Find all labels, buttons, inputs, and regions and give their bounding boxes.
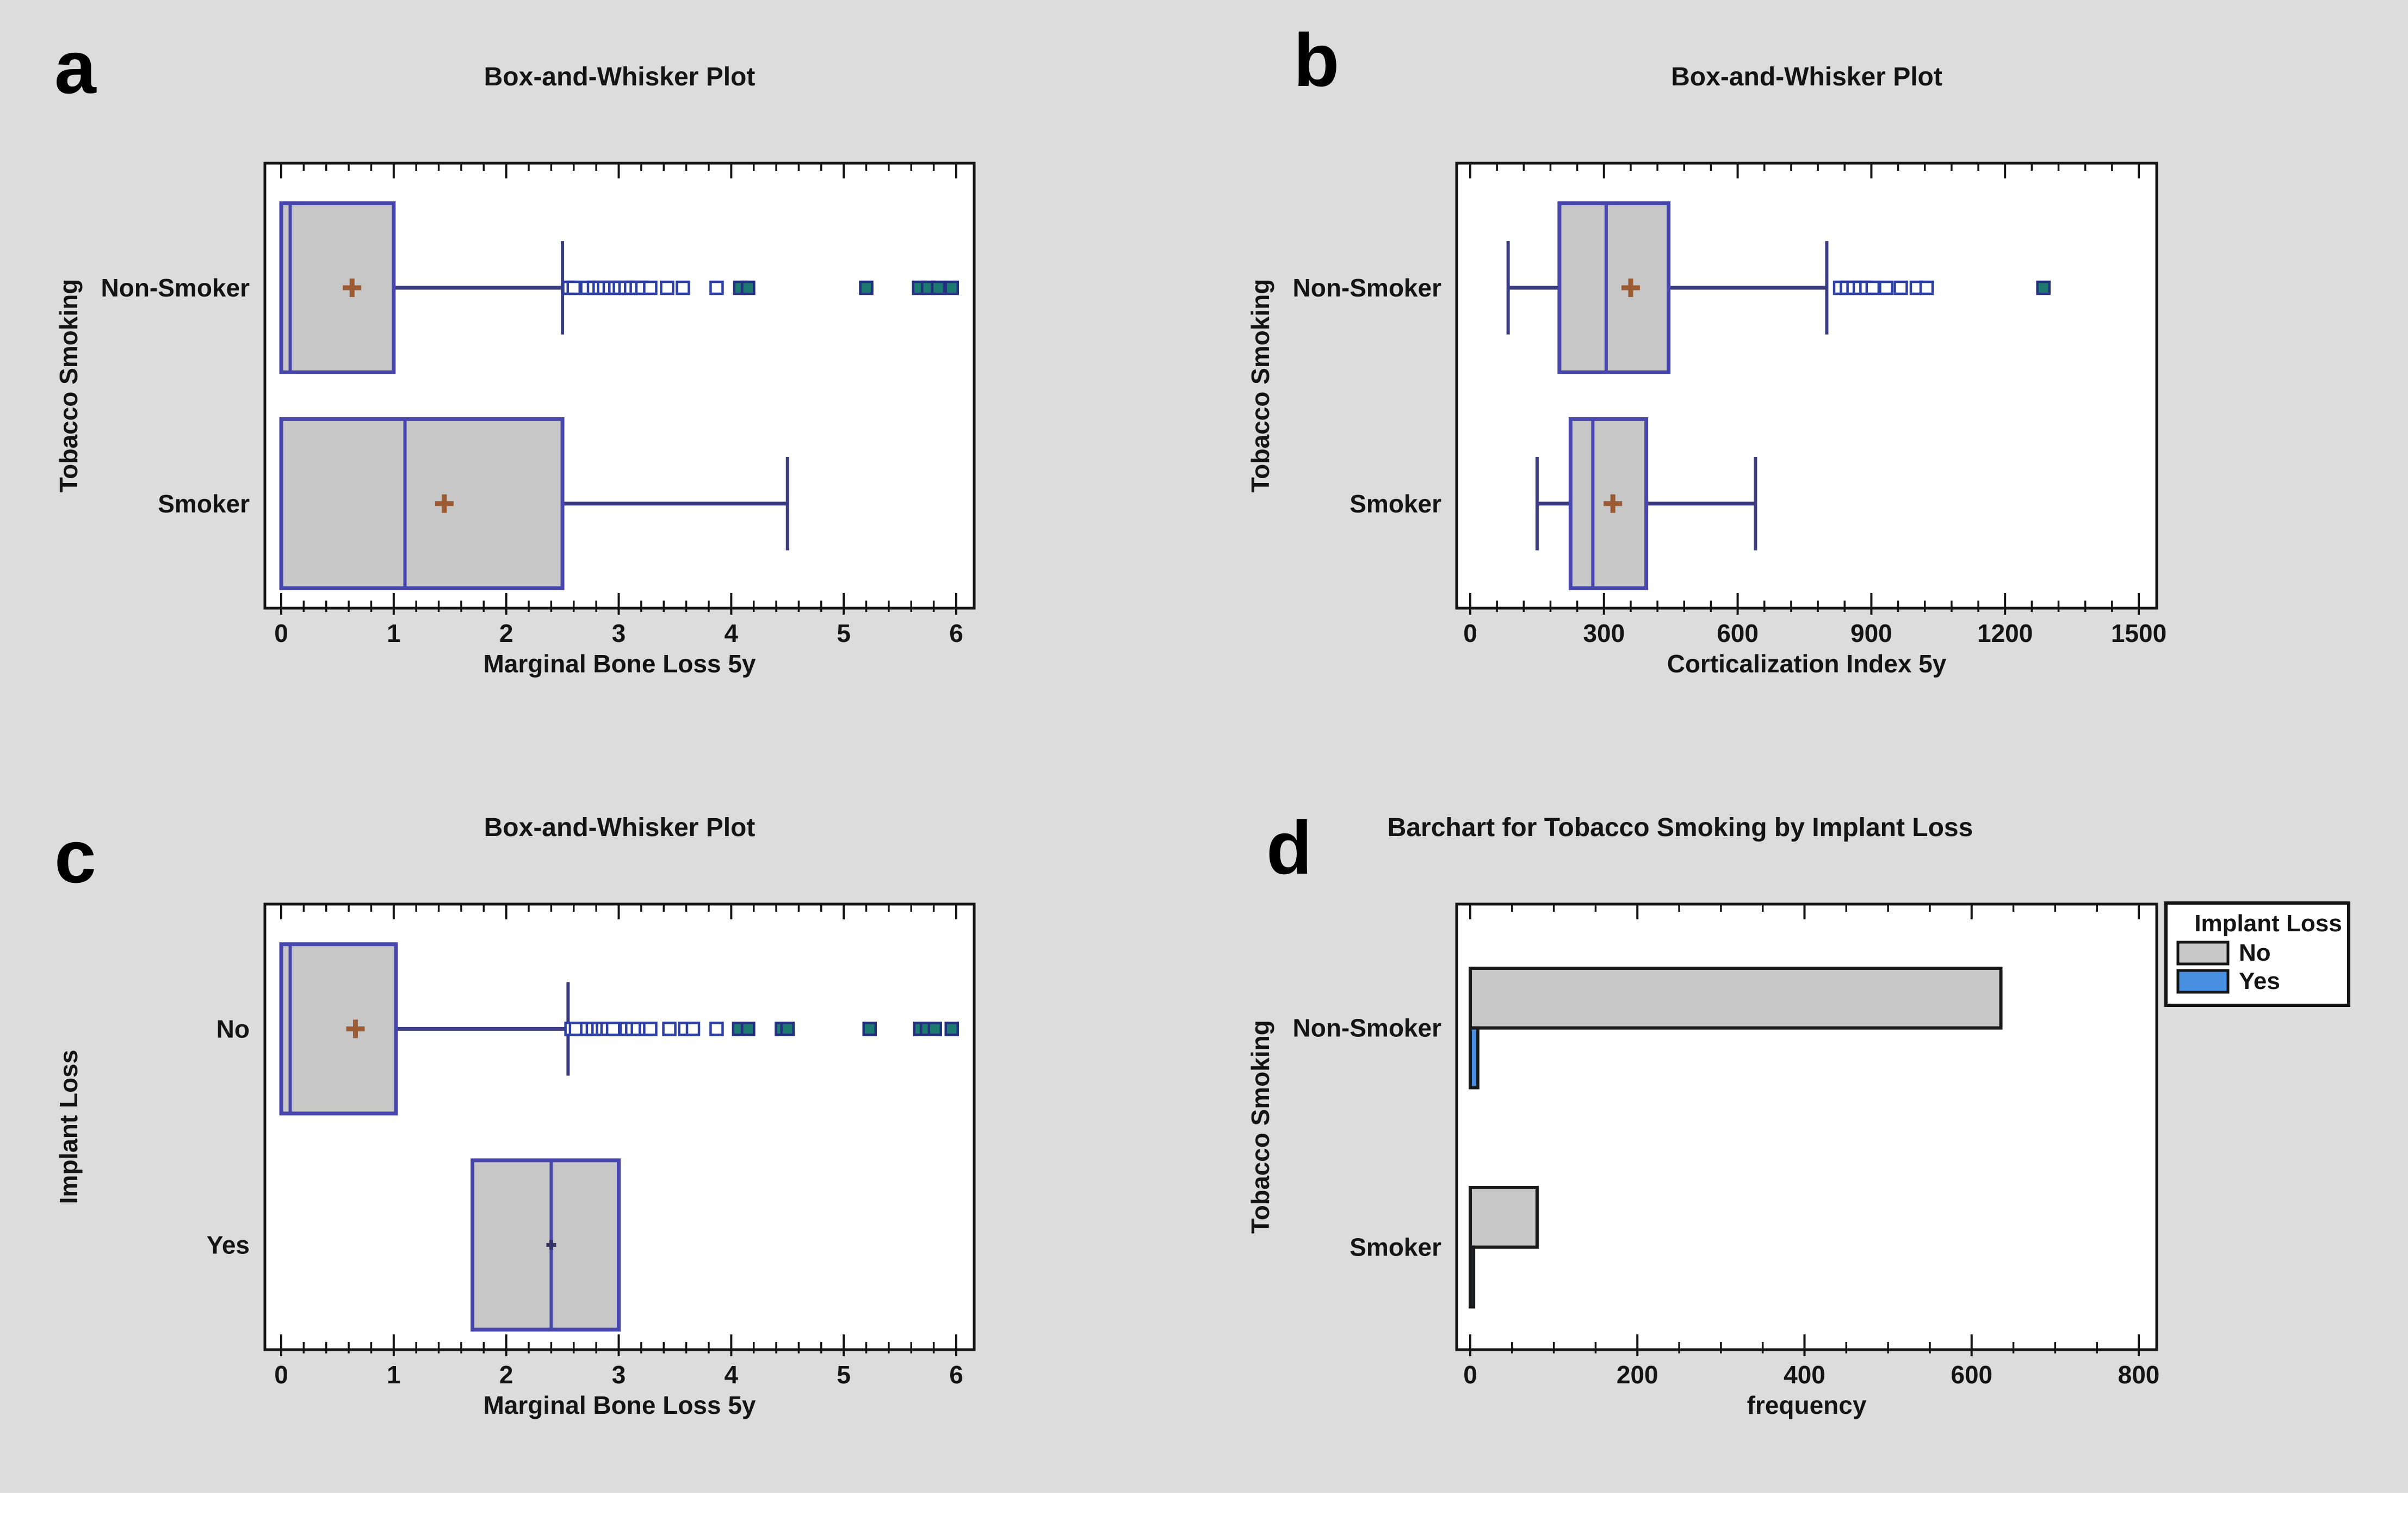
x-tick-label: 2	[499, 1361, 513, 1389]
outlier-point	[660, 280, 674, 295]
box	[279, 942, 398, 1116]
far-outlier-point	[780, 1022, 795, 1036]
panel-title-c: Box-and-Whisker Plot	[484, 813, 756, 842]
boxplot-corticalization-index-by-smoking: 0 300 600 900 1200 1500 Corticalization Index …	[1246, 162, 2166, 678]
panel-title-a: Box-and-Whisker Plot	[484, 63, 756, 91]
y-axis-title: Tobacco Smoking	[1246, 1020, 1274, 1234]
x-tick-label: 300	[1583, 619, 1625, 647]
x-tick-label: 5	[837, 1361, 851, 1389]
far-outlier-point	[944, 280, 959, 295]
far-outlier-point	[859, 280, 874, 295]
y-category-label: Yes	[207, 1231, 250, 1259]
x-tick-label: 1	[387, 1361, 401, 1389]
y-category-label: Smoker	[158, 490, 250, 518]
outlier-point	[709, 1022, 724, 1036]
panel-letter-a: a	[54, 26, 96, 109]
outlier-point	[1919, 280, 1934, 295]
x-tick-label: 0	[1463, 619, 1477, 647]
x-axis-title: Marginal Bone Loss 5y	[483, 1391, 756, 1419]
legend-label: No	[2239, 939, 2271, 966]
bar-no	[1469, 1185, 1539, 1249]
boxplot-marginal-bone-loss-by-smoking: 0 1 2 3 4 5 6 Marginal Bone Loss 5y Tobacco Smok…	[54, 162, 976, 678]
bar-yes	[1469, 1026, 1480, 1090]
x-tick-label: 1500	[2111, 619, 2166, 647]
bar-yes	[1469, 1245, 1476, 1309]
x-axis-title: Marginal Bone Loss 5y	[483, 650, 756, 678]
x-tick-label: 5	[837, 619, 851, 647]
x-tick-label: 600	[1717, 619, 1759, 647]
far-outlier-point	[862, 1022, 877, 1036]
outlier-point	[605, 1022, 621, 1036]
far-outlier-point	[944, 1022, 959, 1036]
legend-swatch-yes	[2176, 969, 2230, 994]
boxplot-marginal-bone-loss-by-implant-loss: 0 1 2 3 4 5 6 Marginal Bone Loss 5y Implant Loss…	[54, 902, 976, 1419]
x-tick-label: 6	[949, 619, 963, 647]
panel-b: b Box-and-Whisker Plot 0 300 600 900 1200 150…	[1204, 0, 2408, 760]
far-outlier-point	[741, 280, 756, 295]
outlier-point	[566, 280, 581, 295]
legend-label: Yes	[2239, 968, 2280, 994]
outlier-point	[1893, 280, 1908, 295]
x-tick-label: 0	[274, 619, 288, 647]
x-axis-title: Corticalization Index 5y	[1667, 650, 1947, 678]
y-category-label: Smoker	[1350, 490, 1441, 518]
y-category-label: Non-Smoker	[1293, 1014, 1442, 1042]
outlier-point	[685, 1022, 701, 1036]
x-tick-label: 6	[949, 1361, 963, 1389]
panel-d: d Barchart for Tobacco Smoking by Implan…	[1204, 760, 2408, 1521]
bar-no	[1469, 966, 2003, 1030]
x-tick-label: 900	[1850, 619, 1892, 647]
x-tick-label: 1	[387, 619, 401, 647]
panel-title-d: Barchart for Tobacco Smoking by Implant …	[1387, 813, 1973, 842]
outlier-point	[709, 280, 724, 295]
outlier-point	[643, 280, 658, 295]
y-axis-title: Tobacco Smoking	[1246, 279, 1274, 493]
x-tick-label: 200	[1617, 1361, 1658, 1389]
x-tick-label: 3	[612, 1361, 626, 1389]
x-tick-label: 4	[725, 1361, 739, 1389]
box	[471, 1158, 621, 1332]
panel-letter-d: d	[1266, 806, 1313, 890]
x-tick-label: 2	[499, 619, 513, 647]
panel-a: a Box-and-Whisker Plot 0 1 2 3 4 5 6 Marginal B…	[0, 0, 1204, 760]
outlier-point	[662, 1022, 677, 1036]
y-category-label: Non-Smoker	[1293, 274, 1442, 302]
x-tick-label: 600	[1951, 1361, 1992, 1389]
outlier-point	[1865, 280, 1880, 295]
y-axis-title: Tobacco Smoking	[54, 279, 83, 493]
far-outlier-point	[2036, 280, 2051, 295]
box	[279, 201, 396, 374]
x-tick-label: 0	[274, 1361, 288, 1389]
legend-title: Implant Loss	[2194, 910, 2342, 937]
barchart-smoking-by-implant-loss: 0 200 400 600 800 frequency Tobacco Smoking Non…	[1246, 901, 2350, 1419]
x-tick-label: 1200	[1977, 619, 2033, 647]
x-axis-title: frequency	[1747, 1391, 1867, 1419]
box	[1557, 201, 1671, 374]
panel-letter-b: b	[1293, 18, 1340, 102]
x-tick-label: 0	[1463, 1361, 1477, 1389]
x-tick-label: 800	[2118, 1361, 2160, 1389]
far-outlier-point	[931, 280, 946, 295]
panel-c: c Box-and-Whisker Plot 0 1 2 3 4 5 6 Marginal B…	[0, 760, 1204, 1521]
y-category-label: Smoker	[1350, 1233, 1441, 1262]
far-outlier-point	[927, 1022, 942, 1036]
y-category-label: No	[216, 1015, 250, 1043]
x-tick-label: 4	[725, 619, 739, 647]
far-outlier-point	[741, 1022, 756, 1036]
y-category-label: Non-Smoker	[101, 274, 250, 302]
outlier-point	[643, 1022, 658, 1036]
panel-letter-c: c	[54, 815, 96, 899]
legend-swatch-no	[2176, 941, 2230, 966]
outlier-point	[1879, 280, 1893, 295]
outlier-point	[676, 280, 690, 295]
y-axis-title: Implant Loss	[54, 1050, 83, 1204]
box	[279, 417, 565, 590]
x-tick-label: 3	[612, 619, 626, 647]
panel-title-b: Box-and-Whisker Plot	[1671, 63, 1942, 91]
bottom-strip	[0, 1493, 2408, 1521]
x-tick-label: 400	[1784, 1361, 1825, 1389]
